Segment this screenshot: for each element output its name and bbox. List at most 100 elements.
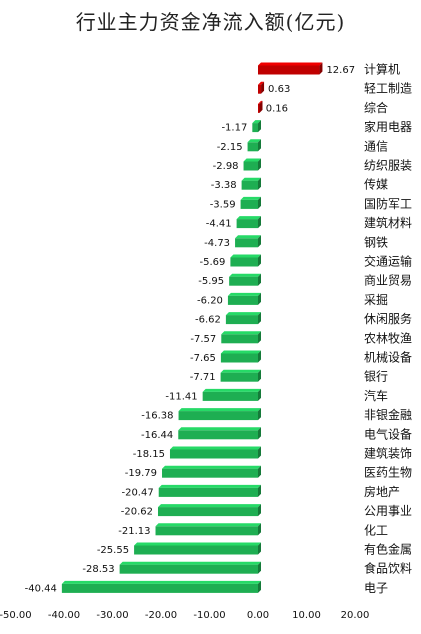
bar-value-label: -5.95 [198, 276, 224, 287]
bar-side-face [258, 350, 261, 363]
bar-10 [230, 254, 261, 267]
bar-13 [225, 312, 261, 325]
bar-value-label: -7.57 [190, 334, 216, 345]
bar-side-face [258, 504, 261, 517]
bar-side-face [258, 158, 261, 171]
bar-value-label: -25.55 [97, 545, 129, 556]
bar-side-face [258, 254, 261, 267]
bar-top-face [247, 139, 261, 143]
bar-value-label: -2.15 [217, 142, 243, 153]
bar-top-face [229, 273, 261, 277]
bar-side-face [258, 484, 261, 497]
bar-front-face [134, 545, 258, 555]
bar-top-face [258, 100, 263, 104]
bar-value-label: -7.71 [190, 372, 216, 383]
bar-top-face [252, 120, 261, 124]
bar-top-face [241, 177, 261, 181]
category-label: 国防军工 [364, 196, 412, 211]
bar-value-label: -4.73 [204, 238, 230, 249]
bar-21 [162, 465, 261, 478]
category-label: 银行 [364, 370, 388, 384]
bar-front-face [169, 449, 258, 459]
bar-value-label: -4.41 [206, 219, 232, 230]
category-label: 电气设备 [364, 426, 412, 441]
bar-value-label: 0.16 [266, 103, 288, 114]
bar-side-face [258, 369, 261, 382]
category-label: 商业贸易 [364, 273, 412, 288]
bar-14 [221, 331, 261, 344]
bar-value-label: -28.53 [82, 564, 114, 575]
x-tick-label: 10.00 [292, 610, 321, 621]
bar-9 [235, 235, 261, 248]
bar-top-face [225, 312, 261, 316]
bar-top-face [155, 523, 261, 527]
bar-side-face [258, 273, 261, 286]
bar-front-face [227, 295, 258, 305]
bar-front-face [241, 180, 258, 190]
bar-top-face [162, 465, 261, 469]
x-tick-label: -40.00 [48, 610, 80, 621]
bar-19 [178, 427, 261, 440]
bar-value-label: -21.13 [118, 526, 150, 537]
bar-23 [157, 504, 261, 517]
bar-front-face [229, 276, 258, 286]
bar-top-face [235, 235, 261, 239]
bar-value-label: -40.44 [25, 583, 57, 594]
x-tick-label: -50.00 [0, 610, 32, 621]
category-label: 医药生物 [364, 466, 412, 480]
bar-front-face [178, 430, 258, 440]
bar-front-face [155, 526, 258, 536]
bar-side-face [258, 561, 261, 574]
bar-side-face [261, 81, 265, 94]
bar-20 [169, 446, 261, 459]
bar-2 [258, 100, 263, 113]
category-label: 计算机 [364, 62, 400, 77]
bar-17 [202, 388, 261, 401]
bar-value-label: -20.62 [121, 507, 153, 518]
bar-front-face [178, 411, 258, 421]
bar-27 [61, 580, 262, 593]
bar-top-face [258, 81, 265, 85]
bar-side-face [258, 331, 261, 344]
bar-front-face [220, 353, 258, 363]
bar-side-face [258, 388, 261, 401]
bar-front-face [119, 564, 258, 574]
bar-top-face [240, 196, 261, 200]
bar-value-label: -5.69 [200, 257, 226, 268]
category-label: 电子 [364, 581, 388, 595]
bar-front-face [258, 65, 320, 75]
bar-side-face [258, 408, 261, 421]
category-label: 休闲服务 [364, 311, 412, 326]
bar-5 [243, 158, 261, 171]
category-label: 综合 [364, 100, 388, 115]
bar-front-face [158, 487, 258, 497]
category-label: 食品饮料 [364, 561, 412, 576]
bar-16 [220, 369, 261, 382]
x-tick-label: -30.00 [96, 610, 128, 621]
bar-side-face [258, 580, 261, 593]
bar-value-label: -16.44 [141, 430, 173, 441]
bar-side-face [258, 235, 261, 248]
bar-front-face [258, 84, 262, 94]
bar-front-face [225, 315, 258, 325]
bar-side-face [258, 216, 261, 229]
category-label: 公用事业 [364, 504, 412, 518]
bar-18 [178, 408, 261, 421]
category-label: 非银金融 [364, 407, 412, 422]
chart-title: 行业主力资金净流入额(亿元) [75, 10, 346, 34]
bar-side-face [258, 465, 261, 478]
bar-side-face [258, 446, 261, 459]
bar-3 [252, 120, 261, 133]
bar-0 [258, 62, 323, 75]
bar-front-face [202, 391, 258, 401]
bar-top-face [119, 561, 261, 565]
bar-value-label: -3.59 [210, 199, 236, 210]
bar-top-face [221, 331, 261, 335]
bar-value-label: -3.38 [211, 180, 237, 191]
category-label: 房地产 [364, 484, 400, 499]
bar-front-face [243, 161, 258, 171]
bar-top-face [220, 350, 261, 354]
category-label: 家用电器 [364, 119, 412, 134]
x-tick-label: -10.00 [193, 610, 225, 621]
